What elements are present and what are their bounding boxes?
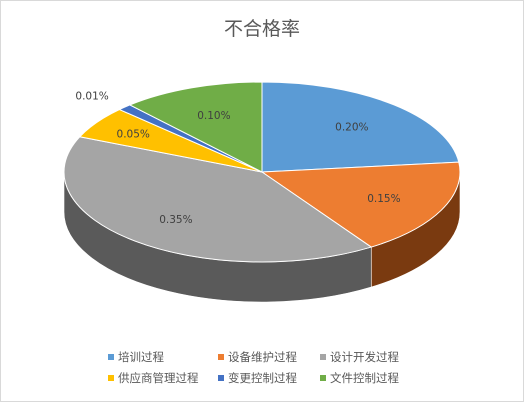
legend-label-2: 设备维护过程	[228, 350, 297, 364]
pie-slice-2	[260, 161, 461, 248]
data-label-1: 0.20%	[335, 121, 368, 133]
legend-swatch-3	[320, 353, 326, 360]
data-label-3: 0.35%	[159, 214, 192, 226]
legend-item-6: 文件控制过程	[320, 370, 399, 386]
legend-item-2: 设备维护过程	[218, 349, 297, 365]
legend-swatch-5	[218, 374, 224, 381]
legend-swatch-4	[108, 374, 114, 381]
legend-swatch-2	[218, 353, 224, 360]
data-label-2: 0.15%	[367, 193, 400, 205]
legend-label-4: 供应商管理过程	[118, 371, 199, 385]
legend-item-1: 培训过程	[108, 349, 164, 365]
legend-label-3: 设计开发过程	[330, 350, 399, 364]
legend-item-3: 设计开发过程	[320, 349, 399, 365]
data-label-4: 0.05%	[117, 128, 150, 140]
data-label-5: 0.01%	[75, 90, 108, 102]
pie-slice-1	[261, 81, 460, 173]
legend-label-6: 文件控制过程	[330, 371, 399, 385]
data-label-6: 0.10%	[197, 110, 230, 122]
pie-slice-3	[63, 136, 373, 263]
legend-swatch-1	[108, 353, 114, 360]
legend-label-1: 培训过程	[118, 350, 164, 364]
pie-slice-6	[128, 81, 263, 173]
legend-item-5: 变更控制过程	[218, 370, 297, 386]
legend-label-5: 变更控制过程	[228, 371, 297, 385]
legend-item-4: 供应商管理过程	[108, 370, 199, 386]
chart-title: 不合格率	[223, 18, 300, 40]
legend-swatch-6	[320, 374, 326, 381]
